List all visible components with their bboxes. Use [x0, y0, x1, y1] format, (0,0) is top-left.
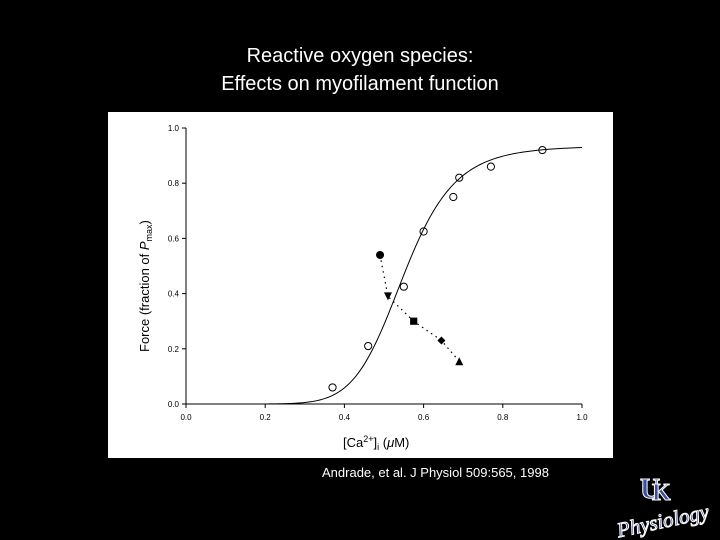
- y-tick-label: 0.4: [168, 290, 180, 299]
- y-tick-label: 0.2: [168, 345, 180, 354]
- control-point-open-circle: [328, 383, 337, 392]
- control-points: [328, 145, 547, 392]
- x-label-sup: 2+: [363, 434, 373, 444]
- x-label-unit-open: (: [379, 435, 388, 450]
- x-tick-label: 1.0: [576, 413, 588, 422]
- x-tick-label: 0.8: [497, 413, 509, 422]
- citation-text: Andrade, et al. J Physiol 509:565, 1998: [322, 465, 549, 480]
- control-point-open-circle: [538, 145, 547, 155]
- control-point-open-circle: [399, 282, 408, 291]
- treatment-point-filled-diamond: [437, 336, 446, 345]
- x-ticks: 0.0 0.2 0.4 0.6 0.8 1.0: [180, 404, 588, 422]
- control-point-open-circle: [455, 173, 464, 182]
- treatment-point-filled-circle: [376, 250, 385, 259]
- uk-physiology-logo-mark: U K Physiology: [613, 474, 712, 539]
- slide-title-line-2: Effects on myofilament function: [221, 73, 499, 95]
- treatment-point-filled-triangle-up: [455, 357, 464, 366]
- control-point-open-circle: [449, 192, 458, 202]
- x-tick-label: 0.6: [418, 413, 430, 422]
- x-label-unit-mu: μ: [386, 435, 394, 450]
- control-point-open-circle: [364, 341, 373, 351]
- y-label-main: Force (fraction of: [137, 250, 152, 352]
- y-label-italic: P: [137, 241, 152, 250]
- control-point-open-circle: [419, 227, 428, 236]
- svg-text:U: U: [640, 474, 660, 505]
- x-axis-label: [Ca2+]i (μM): [343, 434, 409, 452]
- y-tick-label: 0.8: [168, 179, 180, 188]
- x-label-unit-rest: M): [394, 435, 409, 450]
- x-label-bracket: ]: [374, 435, 378, 450]
- sigmoid-fit-curve: [186, 147, 583, 405]
- x-tick-label: 0.0: [180, 413, 192, 422]
- force-pca-chart: 0.0 0.2 0.4 0.6 0.8 1.0 0.0 0.2 0.4 0.6 0.8 1.0 [C…: [137, 124, 588, 452]
- treatment-point-filled-square: [410, 317, 418, 325]
- y-axis-label: Force (fraction of Pmax): [137, 220, 154, 352]
- x-tick-label: 0.2: [260, 413, 272, 422]
- figure-panel: 0.0 0.2 0.4 0.6 0.8 1.0 0.0 0.2 0.4 0.6 0.8 1.0 [C…: [108, 112, 613, 458]
- x-label-sub: i: [377, 442, 379, 452]
- y-tick-label: 0.0: [168, 400, 180, 409]
- treatment-point-filled-triangle-down: [383, 292, 392, 301]
- x-tick-label: 0.4: [339, 413, 351, 422]
- svg-text:K: K: [652, 480, 671, 506]
- y-tick-label: 1.0: [168, 124, 180, 133]
- treatment-points: [376, 250, 464, 366]
- y-label-sub: max: [144, 224, 154, 242]
- y-label-close: ): [137, 220, 152, 224]
- control-point-open-circle: [486, 162, 496, 171]
- y-ticks: 0.0 0.2 0.4 0.6 0.8 1.0: [168, 124, 186, 409]
- slide-title-line-1: Reactive oxygen species:: [246, 45, 474, 67]
- y-tick-label: 0.6: [168, 234, 180, 243]
- uk-physiology-logo: U K Physiology: [612, 470, 717, 539]
- treatment-dotted-path: [379, 254, 460, 362]
- x-label-main: [Ca: [343, 435, 364, 450]
